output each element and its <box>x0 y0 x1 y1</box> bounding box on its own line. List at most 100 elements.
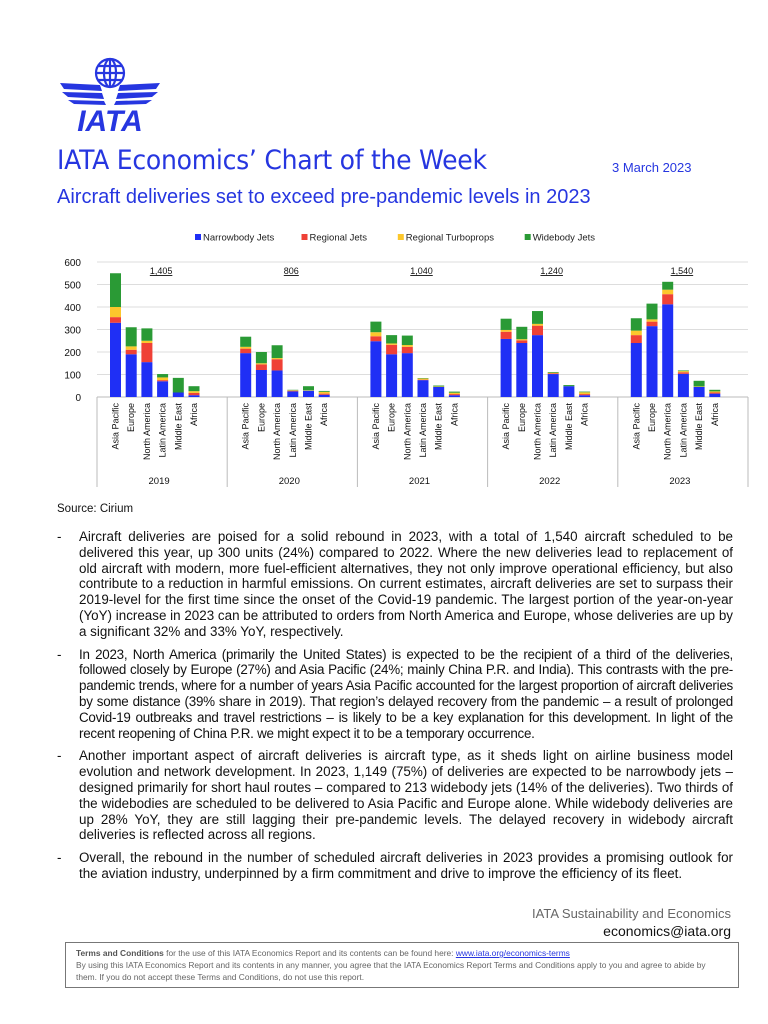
group-total-label: 1,540 <box>671 266 694 276</box>
bar-segment <box>500 318 512 330</box>
bar-segment <box>516 326 528 340</box>
bar-segment <box>516 340 528 343</box>
bar-segment <box>271 359 283 371</box>
bar-segment <box>240 353 252 397</box>
terms-heading: Terms and Conditions <box>76 948 164 958</box>
bar-segment <box>125 327 137 347</box>
bar-segment <box>579 391 591 393</box>
bar-segment <box>709 392 721 394</box>
bar-segment <box>318 390 330 392</box>
y-tick-label: 100 <box>64 371 81 382</box>
group-year-label: 2023 <box>669 476 690 487</box>
legend-label: Widebody Jets <box>533 233 596 244</box>
bar-segment <box>157 374 169 378</box>
bar-segment <box>500 329 512 332</box>
category-label: Middle East <box>304 403 314 451</box>
group-year-label: 2022 <box>539 476 560 487</box>
group-year-label: 2020 <box>279 476 300 487</box>
category-label: Middle East <box>564 403 574 451</box>
bar-segment <box>318 393 330 395</box>
bar-segment <box>579 394 591 396</box>
bullet-dash: - <box>57 850 62 866</box>
page-subtitle: Aircraft deliveries set to exceed pre-pa… <box>57 186 591 208</box>
bar-segment <box>563 386 575 397</box>
bar-segment <box>188 386 200 392</box>
bar-segment <box>448 395 460 397</box>
category-label: Asia Pacific <box>501 403 511 450</box>
bar-segment <box>677 373 689 397</box>
legend-label: Regional Jets <box>310 233 368 244</box>
deliveries-chart: Narrowbody Jets Regional Jets Regional Tur… <box>64 233 749 487</box>
category-label: Europe <box>517 403 527 432</box>
category-label: Africa <box>449 403 459 426</box>
bar-segment <box>646 321 658 327</box>
y-tick-label: 500 <box>64 281 81 292</box>
bar-segment <box>110 307 121 318</box>
category-label: Middle East <box>173 403 183 451</box>
logo-text: IATA <box>77 105 143 135</box>
bar-segment <box>157 377 169 381</box>
category-label: North America <box>402 403 412 460</box>
org-name: IATA Sustainability and Economics <box>532 906 731 921</box>
bar-segment <box>240 346 252 349</box>
bar-segment <box>500 338 512 397</box>
bar-segment <box>677 371 689 373</box>
bullet-dash: - <box>57 529 62 544</box>
contact-email[interactable]: economics@iata.org <box>603 923 731 939</box>
bar-segment <box>630 335 642 343</box>
bar-segment <box>693 386 705 397</box>
bar-segment <box>630 343 642 397</box>
bar-segment <box>646 326 658 397</box>
bar-segment <box>386 344 398 355</box>
bar-segment <box>125 346 137 350</box>
category-label: Africa <box>189 403 199 426</box>
y-tick-label: 400 <box>64 303 81 314</box>
category-label: Asia Pacific <box>241 403 251 450</box>
y-tick-label: 200 <box>64 348 81 359</box>
bar-segment <box>287 390 299 392</box>
bar-segment <box>271 345 283 359</box>
bar-segment <box>370 336 382 342</box>
bar-segment <box>532 323 543 326</box>
category-label: Asia Pacific <box>631 403 641 450</box>
category-label: Asia Pacific <box>111 403 121 450</box>
terms-text-2: By using this IATA Economics Report and … <box>76 960 706 982</box>
terms-link[interactable]: www.iata.org/economics-terms <box>455 948 570 958</box>
category-label: Middle East <box>434 403 444 451</box>
bar-segment <box>563 385 575 387</box>
bar-segment <box>401 335 413 346</box>
bar-segment <box>401 353 413 397</box>
bar-segment <box>188 395 200 397</box>
category-label: Europe <box>256 403 266 432</box>
bar-segment <box>172 392 184 397</box>
legend-swatch <box>301 234 308 240</box>
category-label: Latin America <box>288 403 298 458</box>
bullet-list: - Aircraft deliveries are poised for a so… <box>57 529 733 889</box>
bar-segment <box>417 378 429 380</box>
bar-segment <box>141 343 153 363</box>
bar-segment <box>448 391 460 393</box>
bar-segment <box>709 391 721 393</box>
category-label: North America <box>272 403 282 460</box>
group-total-label: 1,240 <box>540 266 563 276</box>
page-title: IATA Economics’ Chart of the Week <box>57 145 487 176</box>
bar-segment <box>448 394 460 396</box>
bar-segment <box>255 352 267 364</box>
bar-segment <box>157 381 169 397</box>
bar-segment <box>240 348 252 354</box>
bar-segment <box>303 390 314 397</box>
bar-segment <box>448 392 460 395</box>
group-total-label: 1,405 <box>150 266 173 276</box>
legend-swatch <box>524 234 531 240</box>
bar-segment <box>547 374 559 397</box>
bullet-text: Another important aspect of aircraft del… <box>79 748 733 843</box>
bar-segment <box>646 319 658 322</box>
bar-segment <box>693 380 705 387</box>
bar-segment <box>386 335 398 344</box>
bar-segment <box>646 303 658 320</box>
bar-segment <box>579 392 591 395</box>
bar-segment <box>318 391 330 394</box>
date: 3 March 2023 <box>612 160 692 175</box>
y-tick-label: 300 <box>64 326 81 337</box>
bar-segment <box>547 373 559 375</box>
